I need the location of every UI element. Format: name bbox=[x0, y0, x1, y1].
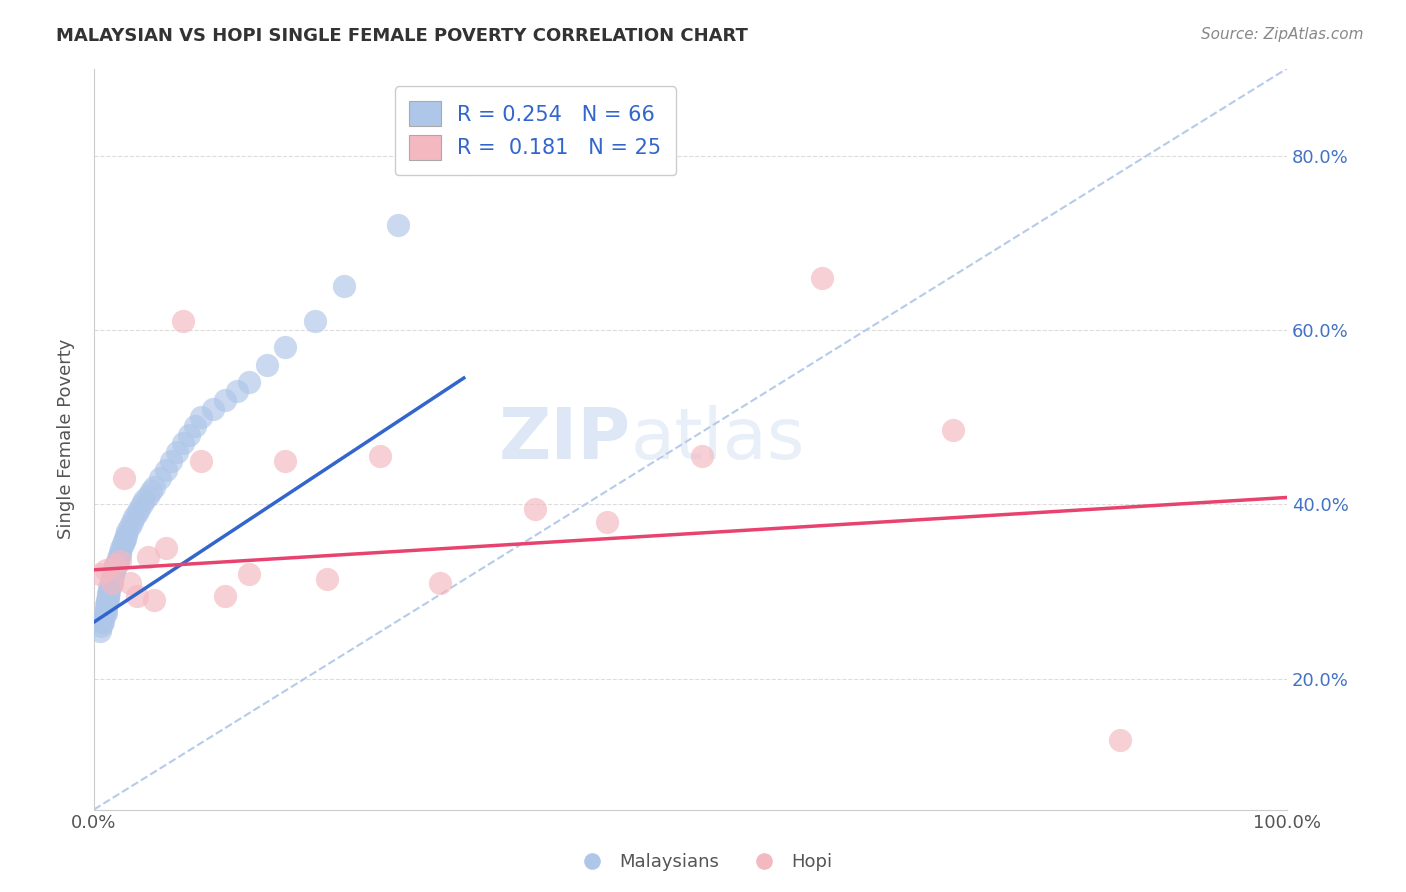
Point bbox=[108, 549, 131, 564]
Point bbox=[100, 577, 122, 591]
Point bbox=[89, 567, 111, 582]
Point bbox=[90, 619, 112, 633]
Text: atlas: atlas bbox=[631, 405, 806, 474]
Text: MALAYSIAN VS HOPI SINGLE FEMALE POVERTY CORRELATION CHART: MALAYSIAN VS HOPI SINGLE FEMALE POVERTY … bbox=[56, 27, 748, 45]
Point bbox=[101, 575, 124, 590]
Point bbox=[142, 480, 165, 494]
Point bbox=[93, 607, 115, 621]
Point bbox=[333, 279, 356, 293]
Point bbox=[238, 567, 260, 582]
Point bbox=[91, 615, 114, 629]
Point bbox=[101, 575, 124, 590]
Point bbox=[117, 524, 139, 538]
Point bbox=[214, 392, 236, 407]
Point bbox=[101, 567, 124, 582]
Point bbox=[368, 450, 391, 464]
Legend: Malaysians, Hopi: Malaysians, Hopi bbox=[567, 847, 839, 879]
Point bbox=[94, 598, 117, 612]
Point bbox=[142, 593, 165, 607]
Point bbox=[453, 157, 475, 171]
Point bbox=[111, 536, 134, 550]
Point bbox=[107, 551, 129, 566]
Point bbox=[104, 560, 127, 574]
Point bbox=[108, 548, 131, 562]
Point bbox=[96, 593, 118, 607]
Point bbox=[97, 589, 120, 603]
Point bbox=[148, 471, 170, 485]
Point bbox=[226, 384, 249, 398]
Point bbox=[97, 586, 120, 600]
Point bbox=[98, 580, 121, 594]
Point bbox=[103, 566, 125, 580]
Point bbox=[132, 493, 155, 508]
Point bbox=[94, 607, 117, 621]
Point bbox=[184, 419, 207, 434]
Point bbox=[98, 584, 121, 599]
Point bbox=[315, 572, 337, 586]
Point bbox=[118, 575, 141, 590]
Point bbox=[112, 471, 135, 485]
Point bbox=[172, 436, 194, 450]
Point bbox=[89, 624, 111, 638]
Point bbox=[103, 563, 125, 577]
Point bbox=[101, 569, 124, 583]
Point bbox=[155, 462, 177, 476]
Point bbox=[942, 423, 965, 437]
Point bbox=[108, 545, 131, 559]
Point bbox=[1109, 732, 1132, 747]
Point bbox=[118, 519, 141, 533]
Legend: R = 0.254   N = 66, R =  0.181   N = 25: R = 0.254 N = 66, R = 0.181 N = 25 bbox=[395, 87, 676, 175]
Point bbox=[115, 528, 138, 542]
Point bbox=[179, 427, 201, 442]
Point bbox=[202, 401, 225, 416]
Point bbox=[160, 454, 183, 468]
Point bbox=[124, 510, 146, 524]
Point bbox=[256, 358, 278, 372]
Point bbox=[108, 554, 131, 568]
Point bbox=[114, 533, 136, 547]
Point bbox=[121, 515, 143, 529]
Point bbox=[214, 589, 236, 603]
Text: Source: ZipAtlas.com: Source: ZipAtlas.com bbox=[1201, 27, 1364, 42]
Point bbox=[596, 515, 619, 529]
Point bbox=[155, 541, 177, 555]
Point bbox=[172, 314, 194, 328]
Point bbox=[107, 554, 129, 568]
Point bbox=[190, 410, 212, 425]
Point bbox=[97, 591, 120, 606]
Point bbox=[692, 450, 714, 464]
Point bbox=[524, 501, 547, 516]
Point bbox=[238, 376, 260, 390]
Point bbox=[810, 270, 832, 285]
Point bbox=[110, 541, 132, 555]
Point bbox=[274, 341, 297, 355]
Point bbox=[104, 558, 127, 573]
Point bbox=[94, 602, 117, 616]
Point bbox=[125, 506, 148, 520]
Point bbox=[93, 611, 115, 625]
Point bbox=[112, 534, 135, 549]
Point bbox=[94, 563, 117, 577]
Point bbox=[128, 501, 150, 516]
Point bbox=[429, 575, 451, 590]
Point bbox=[96, 595, 118, 609]
Point bbox=[131, 497, 153, 511]
Point bbox=[136, 489, 159, 503]
Point bbox=[136, 549, 159, 564]
Point bbox=[166, 445, 188, 459]
Point bbox=[125, 589, 148, 603]
Y-axis label: Single Female Poverty: Single Female Poverty bbox=[58, 339, 75, 540]
Point bbox=[304, 314, 326, 328]
Point bbox=[104, 558, 127, 573]
Point bbox=[190, 454, 212, 468]
Point bbox=[101, 572, 124, 586]
Point bbox=[93, 615, 115, 629]
Point bbox=[105, 557, 128, 571]
Text: ZIP: ZIP bbox=[499, 405, 631, 474]
Point bbox=[100, 575, 122, 590]
Point bbox=[274, 454, 297, 468]
Point bbox=[387, 219, 409, 233]
Point bbox=[141, 484, 163, 499]
